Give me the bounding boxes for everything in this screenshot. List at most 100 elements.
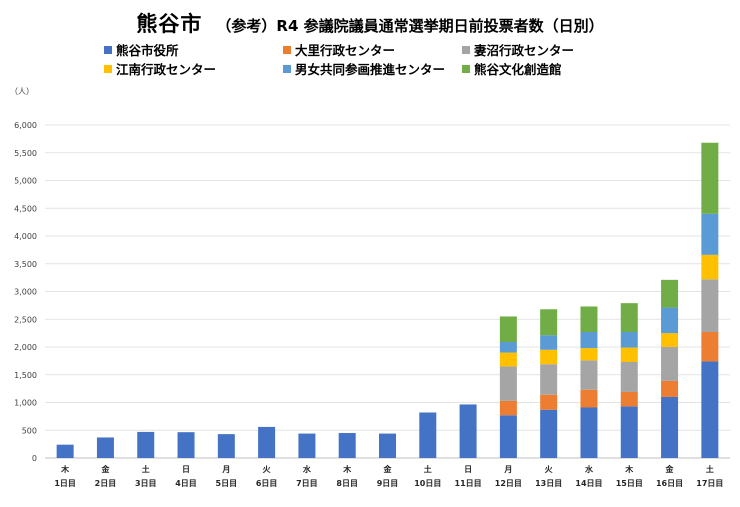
x-tick-weekday: 火 [263, 465, 272, 474]
x-tick-day: 15日目 [616, 479, 643, 488]
x-tick-weekday: 木 [60, 464, 70, 474]
x-tick-day: 2日目 [95, 479, 117, 488]
legend-swatch [283, 45, 291, 54]
x-tick-weekday: 水 [584, 464, 594, 474]
bar-segment-6 [620, 303, 638, 333]
x-tick-day: 16日目 [656, 479, 683, 488]
x-tick-weekday: 土 [424, 464, 432, 474]
legend-label: 江南行政センター [116, 62, 217, 77]
x-tick-weekday: 土 [142, 464, 150, 474]
legend-label: 熊谷文化創造館 [474, 62, 562, 77]
x-tick-weekday: 月 [221, 465, 230, 474]
x-tick-weekday: 日 [182, 465, 190, 474]
x-tick-day: 10日目 [414, 479, 441, 488]
bar-segment-1 [177, 432, 195, 458]
bar-segment-1 [620, 406, 638, 458]
chart-title: 熊谷市 （参考）R4 参議院議員通常選挙期日前投票者数（日別） [0, 8, 740, 38]
bar-segment-1 [499, 415, 517, 458]
x-tick-day: 11日目 [455, 479, 482, 488]
bar-segment-2 [701, 332, 719, 362]
bar-segment-5 [540, 335, 558, 350]
x-tick-day: 12日目 [495, 479, 522, 488]
bar-segment-3 [499, 366, 517, 401]
bar-segment-1 [459, 404, 477, 458]
bar-segment-6 [499, 316, 517, 343]
bar-segment-2 [580, 389, 598, 408]
bar-segment-2 [620, 391, 638, 407]
x-tick-weekday: 木 [624, 464, 634, 474]
bar-segment-1 [258, 426, 276, 458]
legend-swatch [104, 64, 112, 73]
y-tick-label: 1,500 [14, 371, 37, 380]
bar-segment-3 [661, 347, 679, 381]
bar-segment-1 [379, 433, 396, 458]
legend-label: 熊谷市役所 [116, 43, 179, 58]
y-tick-label: 5,500 [14, 149, 37, 158]
legend-item-kumagaya-shiyakusho: 熊谷市役所 [104, 40, 179, 59]
bar-segment-6 [661, 279, 679, 308]
legend-label: 大里行政センター [295, 43, 396, 58]
title-subtitle: （参考）R4 参議院議員通常選挙期日前投票者数（日別） [216, 17, 604, 35]
bar-segment-2 [661, 380, 679, 397]
x-tick-day: 3日目 [135, 479, 157, 488]
y-tick-label: 500 [22, 426, 37, 435]
bar-segment-4 [701, 254, 719, 280]
bar-segment-4 [620, 347, 638, 362]
bar-segment-4 [499, 352, 517, 367]
bar-segment-4 [661, 333, 679, 347]
x-tick-day: 1日目 [54, 479, 76, 488]
bar-segment-3 [620, 361, 638, 392]
y-tick-label: 3,000 [14, 288, 37, 297]
bar-segment-5 [661, 307, 679, 334]
x-tick-weekday: 水 [302, 464, 312, 474]
y-unit-label: （人） [10, 87, 34, 96]
bar-segment-1 [540, 409, 558, 458]
legend-label: 男女共同参画推進センター [295, 62, 446, 77]
x-tick-day: 5日目 [216, 479, 238, 488]
x-tick-day: 14日目 [575, 479, 602, 488]
bar-segment-1 [56, 444, 74, 458]
bar-segment-1 [137, 431, 155, 458]
bar-segment-4 [580, 348, 598, 361]
legend-item-menuma: 妻沼行政センター [462, 40, 574, 59]
x-tick-weekday: 日 [464, 465, 472, 474]
title-city: 熊谷市 [136, 12, 203, 36]
legend-item-konan: 江南行政センター [104, 59, 216, 78]
x-tick-day: 9日目 [377, 479, 399, 488]
bar-segment-3 [580, 360, 598, 390]
y-tick-label: 4,500 [14, 204, 37, 213]
y-tick-label: 0 [32, 454, 37, 463]
bar-segment-1 [298, 433, 316, 458]
legend-swatch [104, 45, 112, 54]
bar-segment-1 [96, 437, 114, 458]
x-tick-day: 7日目 [296, 479, 318, 488]
x-tick-day: 6日目 [256, 479, 278, 488]
bar-segment-3 [701, 279, 719, 333]
bar-segment-5 [580, 332, 598, 349]
bar-segment-1 [580, 407, 598, 458]
legend-swatch [283, 64, 291, 73]
legend-item-bunka: 熊谷文化創造館 [462, 59, 562, 78]
bar-segment-4 [540, 349, 558, 365]
x-tick-weekday: 木 [342, 464, 352, 474]
legend-item-danjo: 男女共同参画推進センター [283, 59, 445, 78]
bar-segment-2 [499, 400, 517, 416]
legend-swatch [462, 64, 470, 73]
bar-segment-5 [499, 342, 517, 353]
y-tick-label: 1,000 [14, 399, 37, 408]
legend-label: 妻沼行政センター [474, 43, 575, 58]
y-tick-label: 3,500 [14, 260, 37, 269]
x-tick-weekday: 金 [665, 464, 675, 474]
y-tick-label: 6,000 [14, 121, 37, 130]
legend-item-osato: 大里行政センター [283, 40, 395, 59]
x-tick-weekday: 火 [545, 465, 554, 474]
bar-segment-6 [580, 306, 598, 333]
bar-segment-5 [701, 213, 719, 255]
y-tick-label: 4,000 [14, 232, 37, 241]
bar-segment-2 [540, 394, 558, 410]
x-tick-day: 17日目 [696, 479, 723, 488]
bar-segment-1 [701, 361, 719, 458]
x-tick-day: 8日目 [336, 479, 358, 488]
bar-segment-3 [540, 364, 558, 395]
